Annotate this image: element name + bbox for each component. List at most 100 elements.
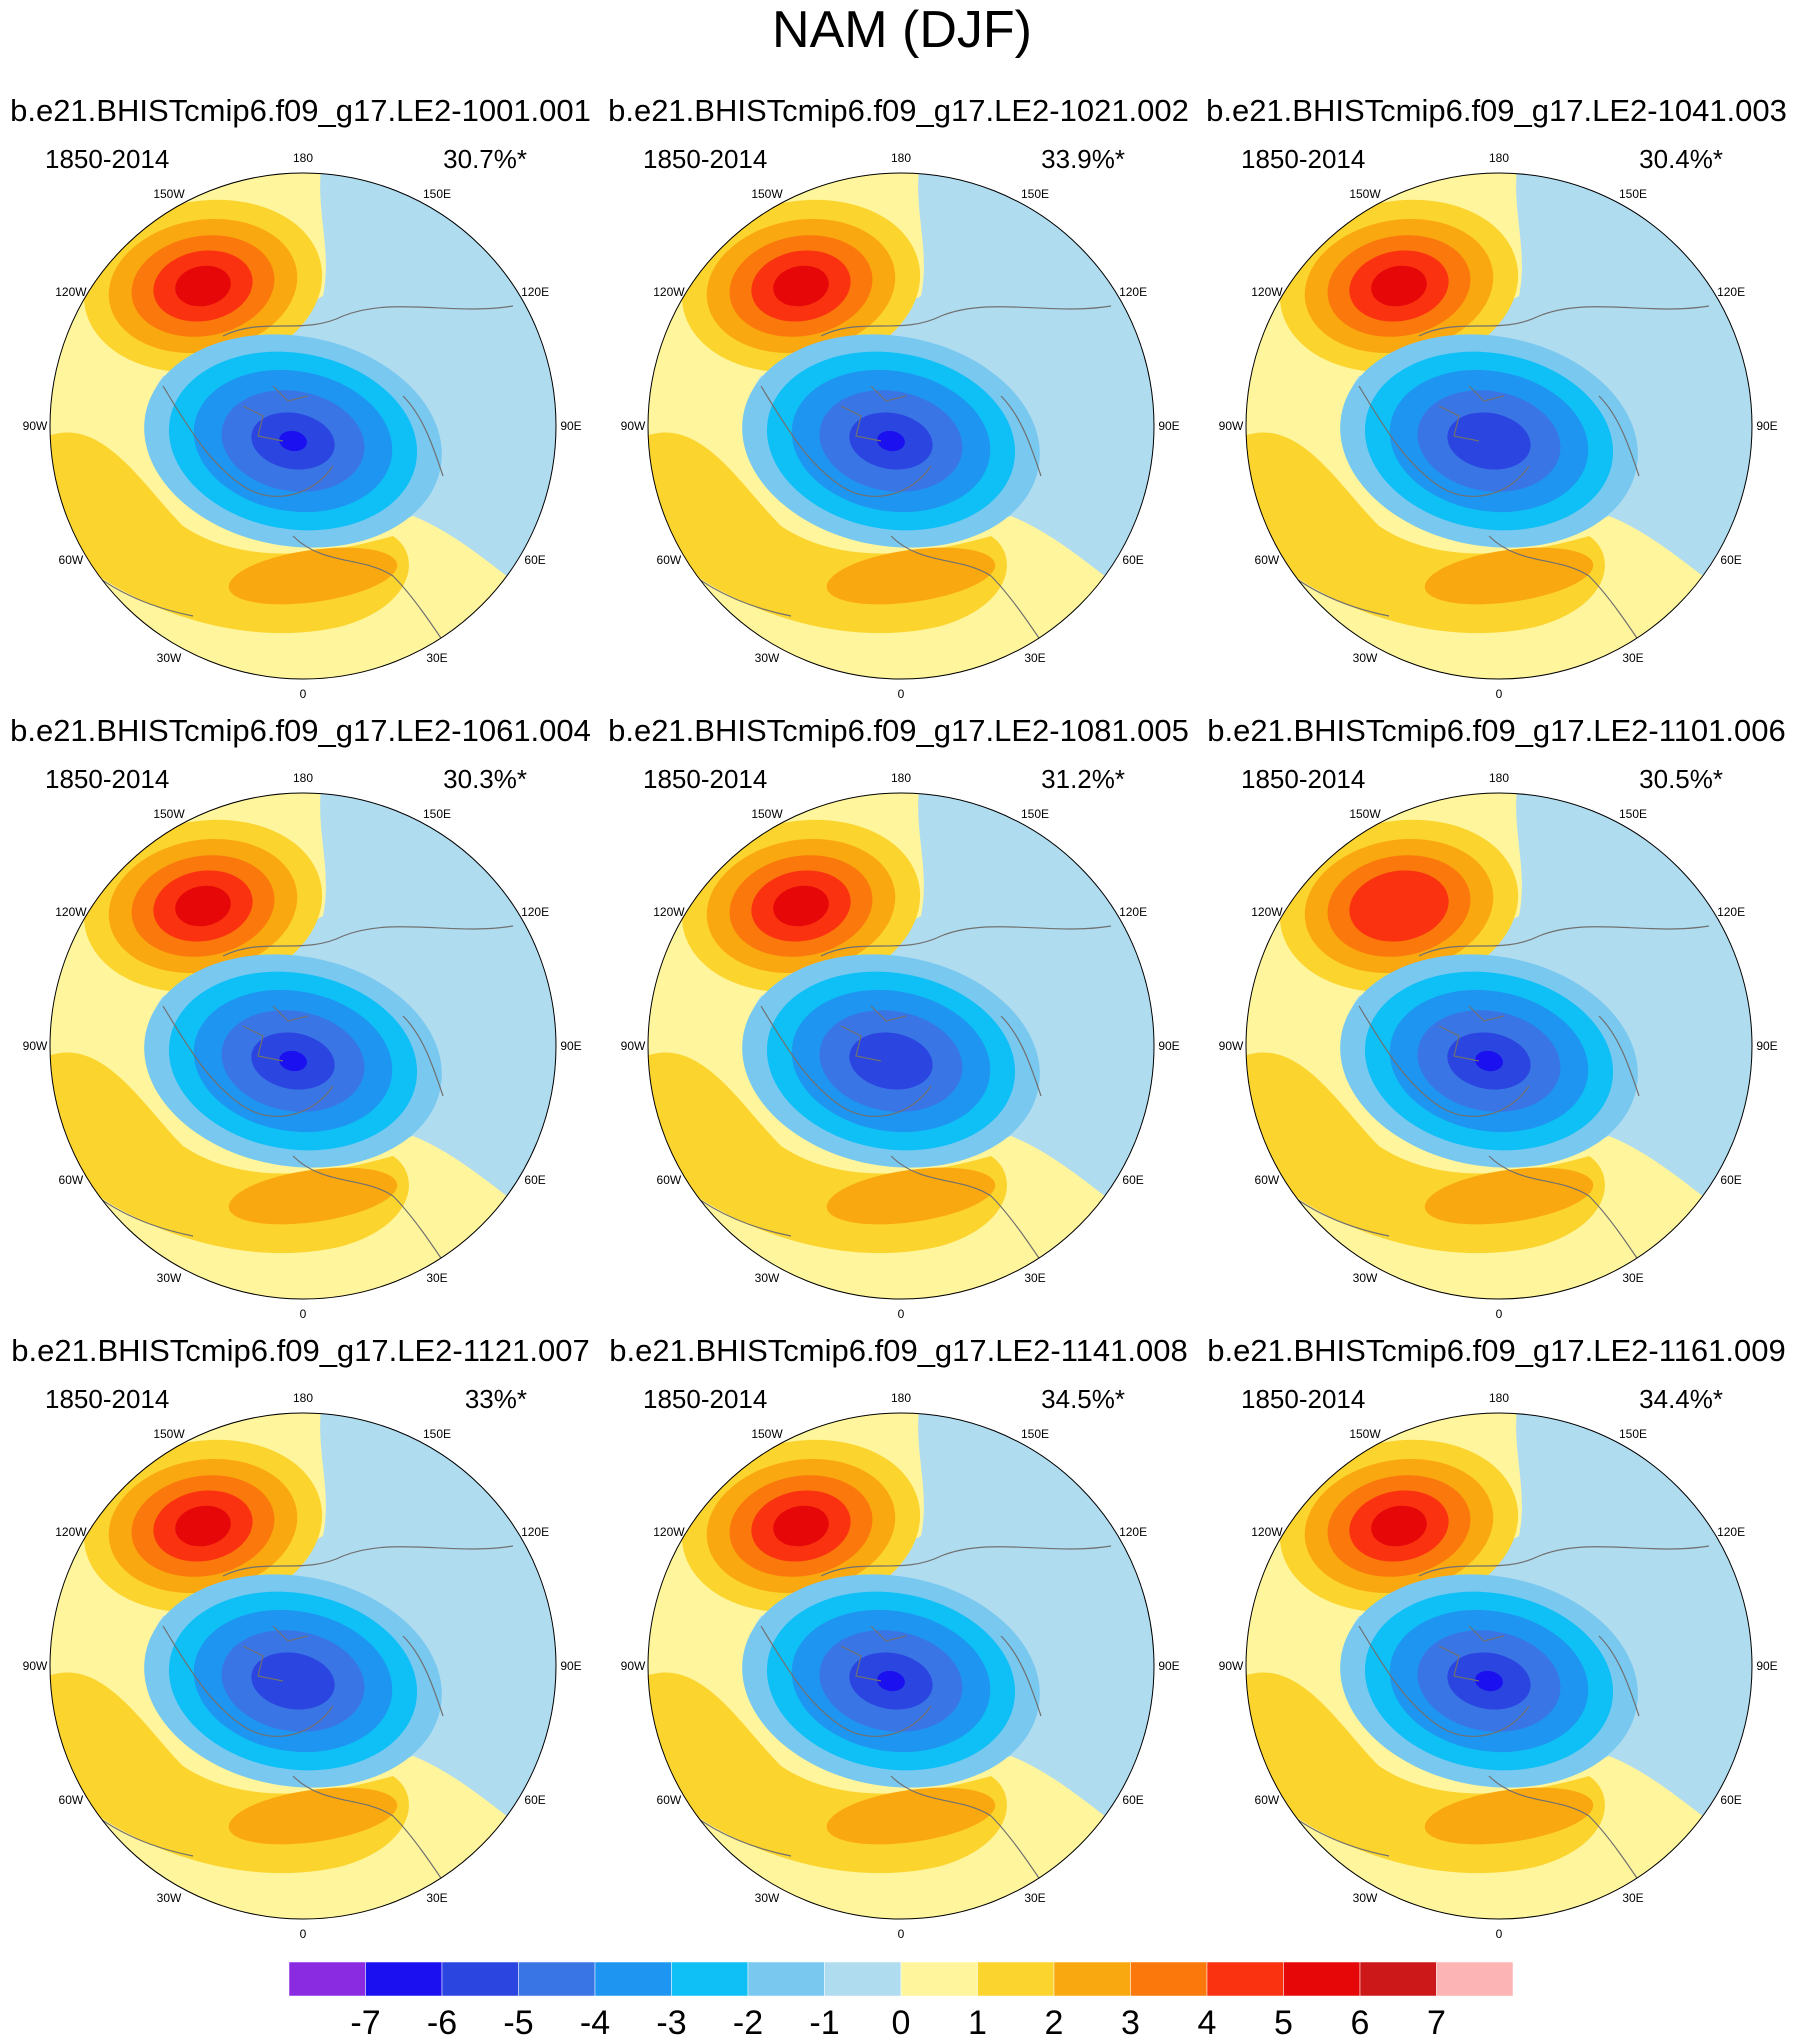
longitude-label: 90W — [23, 1659, 48, 1673]
longitude-label: 150W — [1349, 1427, 1381, 1441]
panel-title: b.e21.BHISTcmip6.f09_g17.LE2-1161.009 — [1207, 1333, 1786, 1368]
panel-title: b.e21.BHISTcmip6.f09_g17.LE2-1041.003 — [1206, 93, 1787, 128]
colorbar-label: 6 — [1351, 2004, 1370, 2042]
longitude-label: 60W — [59, 553, 84, 567]
longitude-label: 90E — [1756, 1659, 1777, 1673]
longitude-label: 30E — [426, 1271, 447, 1285]
longitude-label: 120E — [521, 1525, 549, 1539]
colorbar-box — [900, 1962, 978, 1997]
longitude-label: 90E — [560, 419, 581, 433]
pacific-contour-5 — [1371, 1505, 1427, 1547]
longitude-label: 60W — [1255, 1793, 1280, 1807]
longitude-label: 90W — [1219, 1659, 1244, 1673]
longitude-label: 30E — [1622, 651, 1643, 665]
map-panel: b.e21.BHISTcmip6.f09_g17.LE2-1081.005 180… — [598, 713, 1199, 1333]
map-field — [648, 793, 1154, 1299]
pacific-contour-4 — [1349, 870, 1449, 942]
colorbar-box — [441, 1962, 519, 1997]
longitude-label: 0 — [898, 687, 905, 701]
panel-title: b.e21.BHISTcmip6.f09_g17.LE2-1101.006 — [1207, 713, 1786, 748]
map-border — [1245, 792, 1753, 1300]
explained-variance: 34.5%* — [1041, 1384, 1125, 1414]
longitude-label: 120E — [1119, 285, 1147, 299]
explained-variance: 33%* — [464, 1384, 527, 1414]
longitude-label: 180 — [1489, 151, 1509, 165]
longitude-label: 120E — [1717, 285, 1745, 299]
map-field — [50, 1413, 556, 1919]
longitude-label: 150W — [751, 807, 783, 821]
colorbar-label: 5 — [1274, 2004, 1293, 2042]
longitude-label: 60W — [657, 553, 682, 567]
longitude-label: 30E — [1024, 651, 1045, 665]
longitude-label: 30E — [1024, 1271, 1045, 1285]
longitude-label: 120W — [653, 1525, 685, 1539]
colorbar-box — [1283, 1962, 1361, 1997]
longitude-label: 30W — [1353, 1271, 1378, 1285]
longitude-label: 60E — [1122, 1173, 1143, 1187]
colorbar-label: -4 — [580, 2004, 610, 2042]
polar-map: 180 150E 120E 90E 60E 30E 0 30W 60W 90W 120W 150W — [23, 1391, 582, 1941]
longitude-label: 180 — [293, 771, 313, 785]
longitude-label: 60E — [524, 1173, 545, 1187]
longitude-label: 30W — [1353, 651, 1378, 665]
longitude-label: 0 — [1496, 1927, 1503, 1941]
arctic-contour-6 — [1475, 1670, 1503, 1692]
explained-variance: 33.9%* — [1041, 144, 1125, 174]
map-field — [1246, 1413, 1752, 1919]
panel-title: b.e21.BHISTcmip6.f09_g17.LE2-1141.008 — [609, 1333, 1188, 1368]
longitude-label: 180 — [1489, 771, 1509, 785]
map-border — [49, 172, 557, 680]
map-field — [50, 173, 556, 679]
colorbar-label: 1 — [968, 2004, 987, 2042]
longitude-label: 180 — [1489, 1391, 1509, 1405]
longitude-label: 150E — [1021, 807, 1049, 821]
pacific-contour-5 — [175, 1505, 231, 1547]
panel-title: b.e21.BHISTcmip6.f09_g17.LE2-1021.002 — [608, 93, 1189, 128]
panel-title: b.e21.BHISTcmip6.f09_g17.LE2-1061.004 — [10, 713, 591, 748]
longitude-label: 30W — [157, 1271, 182, 1285]
longitude-label: 90W — [1219, 419, 1244, 433]
colorbar-box — [1053, 1962, 1131, 1997]
pacific-contour-5 — [175, 885, 231, 927]
map-border — [1245, 1412, 1753, 1920]
arctic-contour-6 — [279, 430, 307, 452]
explained-variance: 30.3%* — [443, 764, 527, 794]
polar-map: 180 150E 120E 90E 60E 30E 0 30W 60W 90W 120W 150W — [621, 1391, 1180, 1941]
longitude-label: 0 — [1496, 687, 1503, 701]
colorbar-label: 0 — [892, 2004, 911, 2042]
map-panel: b.e21.BHISTcmip6.f09_g17.LE2-1061.004 180… — [0, 713, 601, 1333]
longitude-label: 150W — [1349, 187, 1381, 201]
longitude-label: 90W — [621, 419, 646, 433]
colorbar-box — [747, 1962, 825, 1997]
longitude-label: 120W — [653, 285, 685, 299]
coastlines — [1268, 1545, 1710, 1897]
longitude-label: 150E — [423, 807, 451, 821]
longitude-label: 60E — [1122, 1793, 1143, 1807]
polar-map: 180 150E 120E 90E 60E 30E 0 30W 60W 90W 120W 150W — [1219, 771, 1778, 1321]
longitude-label: 120E — [1119, 905, 1147, 919]
longitude-label: 60W — [59, 1173, 84, 1187]
map-field — [50, 793, 556, 1299]
map-border — [49, 792, 557, 1300]
longitude-label: 120W — [653, 905, 685, 919]
explained-variance: 31.2%* — [1041, 764, 1125, 794]
longitude-label: 30E — [1622, 1891, 1643, 1905]
polar-map: 180 150E 120E 90E 60E 30E 0 30W 60W 90W 120W 150W — [23, 771, 582, 1321]
colorbar-box — [365, 1962, 443, 1997]
colorbar: -7 -6 -5 -4 -3 -2 -1 0 1 2 3 4 5 6 7 — [289, 1962, 1514, 2042]
longitude-label: 120E — [521, 285, 549, 299]
colorbar-label: 7 — [1427, 2004, 1446, 2042]
longitude-label: 150E — [423, 187, 451, 201]
panel-title: b.e21.BHISTcmip6.f09_g17.LE2-1001.001 — [10, 93, 591, 128]
polar-map: 180 150E 120E 90E 60E 30E 0 30W 60W 90W 120W 150W — [1219, 1391, 1778, 1941]
longitude-label: 60W — [59, 1793, 84, 1807]
longitude-label: 120W — [1251, 1525, 1283, 1539]
map-field — [648, 173, 1154, 679]
panel-period: 1850-2014 — [45, 764, 170, 794]
longitude-label: 150E — [1619, 1427, 1647, 1441]
arctic-contour-6 — [279, 1050, 307, 1072]
polar-map: 180 150E 120E 90E 60E 30E 0 30W 60W 90W 120W 150W — [1219, 151, 1778, 701]
arctic-contour-6 — [1475, 1050, 1503, 1072]
colorbar-label: 3 — [1121, 2004, 1140, 2042]
colorbar-label: -2 — [733, 2004, 763, 2042]
